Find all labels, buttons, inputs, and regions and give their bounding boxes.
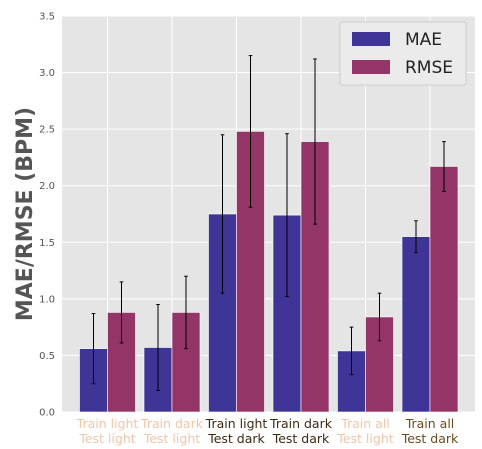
- x-category-label-line1: Train all: [405, 416, 455, 431]
- x-category-label-line1: Train light: [76, 416, 139, 431]
- y-tick-label: 2.0: [39, 181, 55, 192]
- error-bar-rmse-1: [184, 275, 188, 350]
- x-category-label-line1: Train dark: [269, 416, 333, 431]
- bar-rmse-5: [429, 166, 459, 413]
- x-category-label-line2: Test dark: [272, 431, 330, 446]
- error-bar-rmse-3: [313, 58, 317, 225]
- error-bar-mae-3: [285, 133, 289, 298]
- x-category-label-line1: Train all: [340, 416, 390, 431]
- x-category-label-line2: Test light: [336, 431, 393, 446]
- error-bar-mae-1: [156, 304, 160, 392]
- legend-label-mae: MAE: [405, 30, 442, 50]
- x-category-label-line2: Test light: [143, 431, 200, 446]
- y-axis-label: MAE/RMSE (BPM): [13, 107, 38, 321]
- error-bar-rmse-5: [442, 141, 446, 192]
- x-category-label-line1: Train light: [205, 416, 268, 431]
- legend-label-rmse: RMSE: [405, 58, 453, 78]
- error-bar-mae-4: [349, 326, 354, 376]
- y-axis-ticks: 0.0 0.5 1.0 1.5 2.0 2.5 3.0 3.5: [39, 12, 55, 419]
- y-tick-label: 0.5: [39, 351, 55, 362]
- error-bar-mae-5: [414, 220, 418, 253]
- legend: MAE RMSE: [339, 21, 467, 86]
- y-tick-label: 2.5: [39, 125, 55, 136]
- error-bar-rmse-0: [119, 281, 124, 344]
- x-category-label-line2: Test light: [78, 431, 135, 446]
- bar-mae-5: [401, 236, 431, 413]
- error-bar-mae-0: [91, 313, 96, 385]
- y-tick-label: 1.5: [39, 238, 55, 249]
- error-bar-rmse-4: [377, 292, 382, 342]
- error-bars: [91, 55, 446, 392]
- legend-swatch-mae: [352, 32, 390, 46]
- y-tick-label: 1.0: [39, 294, 55, 305]
- y-tick-label: 3.0: [39, 68, 55, 79]
- x-category-label-line1: Train dark: [140, 416, 204, 431]
- x-category-label-line2: Test dark: [401, 431, 459, 446]
- error-bar-mae-2: [220, 134, 225, 294]
- error-bar-rmse-2: [248, 55, 253, 208]
- y-tick-label: 0.0: [39, 408, 55, 419]
- y-tick-label: 3.5: [39, 12, 55, 23]
- legend-swatch-rmse: [352, 60, 390, 74]
- x-category-label-line2: Test dark: [207, 431, 265, 446]
